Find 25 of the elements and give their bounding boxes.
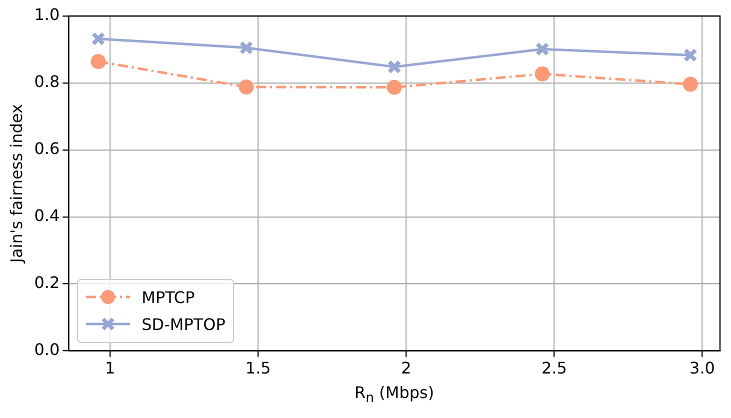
point (535, 42, 550, 56)
x-tick-label: 2 (401, 358, 412, 378)
y-tick-label: 0.8 (34, 72, 60, 92)
point (239, 40, 254, 55)
point (683, 48, 698, 62)
y-tick-label: 1.0 (34, 5, 60, 24)
y-tick-label: 0.2 (34, 272, 60, 292)
x-axis-title: R$_{n}$ (Mbps) (354, 382, 434, 406)
point (91, 32, 106, 46)
legend-label: SD-MPTOP (142, 314, 226, 334)
point (682, 76, 698, 92)
y-tick-label: 0.6 (34, 139, 60, 158)
x-tick-label: 2.5 (541, 358, 567, 378)
point (534, 66, 550, 82)
point (238, 79, 254, 94)
point (387, 60, 402, 74)
point (90, 54, 106, 70)
y-tick-label: 0.0 (34, 340, 60, 359)
point (386, 80, 402, 95)
y-axis-title: Jain's fairness index (6, 104, 26, 264)
x-tick-label: 3.0 (690, 358, 715, 378)
y-tick-label: 0.4 (34, 206, 60, 226)
legend-label: MPTCP (142, 288, 195, 307)
x-tick-label: 1 (105, 358, 116, 378)
x-tick-label: 1.5 (245, 358, 271, 378)
